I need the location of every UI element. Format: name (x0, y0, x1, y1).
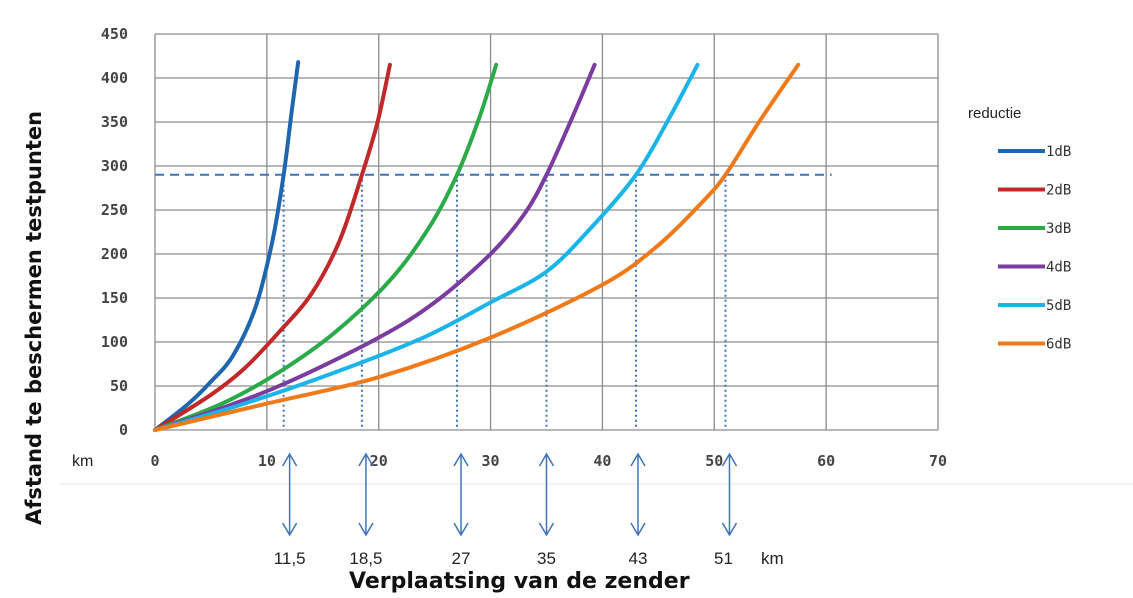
legend-label: 4dB (1046, 260, 1071, 276)
series-line-6dB (153, 62, 801, 432)
series-line-4dB (153, 62, 597, 432)
y-tick-label: 200 (101, 245, 128, 263)
series-line-1dB (153, 60, 301, 432)
series-layer (153, 60, 801, 432)
km-annotation-label: 27 (452, 549, 471, 568)
legend-label: 2dB (1046, 183, 1071, 199)
km-arrow-head-down (721, 522, 738, 537)
km-arrow-head-down (538, 522, 555, 537)
x-tick-label: 70 (929, 452, 947, 470)
km-arrow-head-down (453, 522, 469, 537)
km-arrow-head-up (358, 452, 374, 467)
km-arrow-head-up (538, 452, 555, 467)
km-arrows (281, 452, 738, 537)
x-tick-label: 50 (705, 452, 723, 470)
km-annotation-label: 43 (629, 549, 648, 568)
y-tick-label: 250 (101, 201, 128, 219)
y-tick-label: 400 (101, 69, 128, 87)
legend-label: 5dB (1046, 298, 1071, 314)
legend: reductie 1dB 2dB 3dB 4dB 5dB 6dB (968, 105, 1071, 353)
x-tick-label: 10 (258, 452, 276, 470)
legend-label: 6dB (1046, 337, 1071, 353)
x-tick-labels: 0 10 20 30 40 50 60 70 (150, 452, 947, 470)
y-tick-label: 300 (101, 157, 128, 175)
km-annotation-unit: km (761, 549, 784, 568)
series-line-2dB (153, 62, 392, 432)
km-arrow-head-down (358, 522, 374, 537)
y-tick-label: 450 (101, 25, 128, 43)
reference-lines (155, 173, 832, 430)
legend-label: 3dB (1046, 221, 1071, 237)
km-arrow-head-down (281, 522, 298, 537)
y-tick-label: 0 (119, 421, 128, 439)
legend-title: reductie (968, 105, 1021, 122)
legend-label: 1dB (1046, 144, 1071, 160)
km-annotation-label: 11,5 (274, 549, 306, 568)
km-arrow-head-down (630, 522, 646, 537)
series-line-5dB (153, 62, 700, 432)
y-axis-title: Afstand te beschermen testpunten (22, 111, 46, 525)
km-annotation-label: 18,5 (349, 549, 382, 568)
x-axis-title: Verplaatsing van de zender (349, 569, 690, 594)
x-axis-unit-label: km (72, 453, 93, 470)
x-tick-label: 30 (482, 452, 500, 470)
km-arrow-head-up (281, 452, 298, 467)
km-annotation-label: 35 (537, 549, 556, 568)
km-annotation-label: 51 (714, 549, 733, 568)
series-line-3dB (153, 62, 499, 432)
x-tick-label: 20 (370, 452, 388, 470)
km-arrow-head-up (630, 452, 646, 467)
x-tick-label: 0 (150, 452, 159, 470)
y-tick-label: 350 (101, 113, 128, 131)
km-annotations: 11,5 18,5 27 35 43 51 (274, 549, 733, 568)
y-tick-label: 100 (101, 333, 128, 351)
x-tick-label: 60 (817, 452, 835, 470)
x-tick-label: 40 (593, 452, 611, 470)
y-tick-label: 150 (101, 289, 128, 307)
y-tick-labels: 0 50 100 150 200 250 300 350 400 450 (101, 25, 128, 439)
y-tick-label: 50 (110, 377, 128, 395)
km-arrow-head-up (453, 452, 469, 467)
km-arrow-head-up (721, 452, 738, 467)
